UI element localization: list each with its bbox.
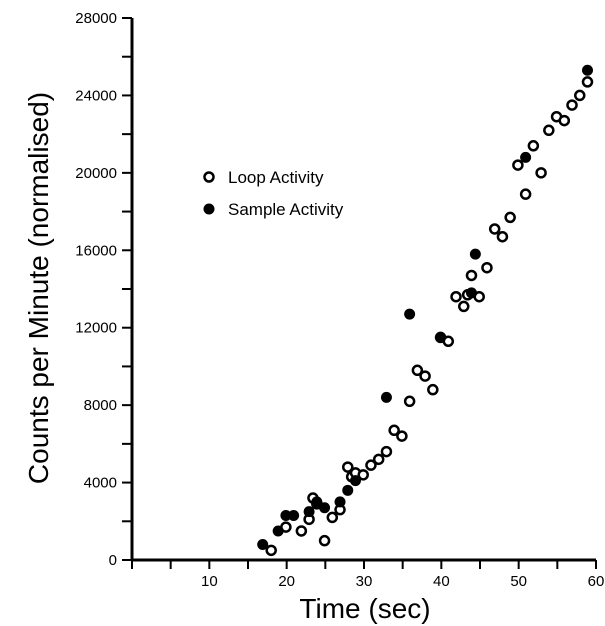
x-axis-title: Time (sec) bbox=[299, 593, 430, 624]
loop-activity-point bbox=[295, 525, 308, 537]
sample-activity-point bbox=[404, 308, 416, 320]
legend-filled-circle-icon bbox=[203, 203, 215, 215]
sample-activity-point bbox=[272, 525, 284, 537]
sample-activity-point bbox=[288, 509, 300, 521]
sample-activity-point bbox=[334, 496, 346, 508]
loop-activity-point bbox=[380, 445, 393, 458]
loop-activity-point bbox=[365, 459, 377, 471]
plot-area: 0 4000 8000 12000 16000 20000 24000 28000 10 20 3… bbox=[75, 10, 604, 590]
y-tick-label: 12000 bbox=[75, 320, 117, 337]
y-axis-ticks: 0 4000 8000 12000 16000 20000 24000 28000 bbox=[75, 10, 132, 569]
y-tick-label: 20000 bbox=[75, 165, 117, 182]
legend-label-sample-activity: Sample Activity bbox=[228, 200, 344, 219]
y-axis-title: Counts per Minute (normalised) bbox=[23, 92, 54, 484]
sample-activity-point bbox=[380, 391, 392, 403]
sample-activity-point bbox=[520, 151, 532, 163]
loop-activity-point bbox=[566, 99, 578, 111]
legend: Loop Activity Sample Activity bbox=[203, 168, 344, 219]
loop-activity-point bbox=[357, 469, 369, 481]
loop-activity-point bbox=[481, 261, 493, 274]
data-points bbox=[257, 64, 594, 557]
loop-activity-point bbox=[450, 290, 462, 303]
y-tick-label: 4000 bbox=[84, 475, 117, 492]
loop-activity-point bbox=[372, 453, 385, 466]
sample-activity-point bbox=[349, 475, 361, 487]
loop-activity-point bbox=[504, 211, 516, 224]
x-tick-label: 50 bbox=[510, 573, 527, 590]
loop-activity-point bbox=[427, 383, 439, 396]
x-tick-label: 20 bbox=[278, 573, 295, 590]
sample-activity-point bbox=[303, 506, 315, 518]
loop-activity-point bbox=[519, 188, 532, 200]
loop-activity-point bbox=[558, 114, 571, 127]
loop-activity-point bbox=[342, 461, 354, 473]
sample-activity-point bbox=[435, 331, 447, 343]
loop-activity-point bbox=[411, 364, 424, 377]
loop-activity-point bbox=[512, 159, 524, 171]
y-tick-label: 24000 bbox=[75, 87, 117, 104]
sample-activity-point bbox=[581, 64, 593, 76]
x-axis-ticks: 10 20 30 40 50 60 bbox=[131, 560, 605, 590]
loop-activity-point bbox=[527, 140, 540, 152]
x-tick-label: 60 bbox=[588, 573, 605, 590]
sample-activity-point bbox=[311, 496, 323, 508]
legend-open-circle-icon bbox=[203, 171, 215, 183]
y-tick-label: 16000 bbox=[75, 242, 117, 259]
x-tick-label: 40 bbox=[433, 573, 450, 590]
loop-activity-point bbox=[496, 230, 509, 243]
loop-activity-point bbox=[388, 424, 400, 437]
y-tick-label: 0 bbox=[109, 552, 117, 569]
loop-activity-point bbox=[265, 544, 277, 557]
legend-label-loop-activity: Loop Activity bbox=[228, 168, 324, 187]
loop-activity-point bbox=[574, 89, 586, 102]
loop-activity-point bbox=[396, 430, 408, 442]
x-tick-label: 30 bbox=[356, 573, 373, 590]
loop-activity-point bbox=[419, 370, 431, 382]
loop-activity-point bbox=[535, 167, 547, 179]
loop-activity-point bbox=[403, 395, 416, 408]
sample-activity-point bbox=[319, 502, 331, 514]
sample-activity-point bbox=[465, 287, 477, 299]
loop-activity-point bbox=[488, 223, 501, 235]
y-tick-label: 28000 bbox=[75, 10, 117, 27]
loop-activity-point bbox=[318, 534, 331, 547]
sample-activity-point bbox=[280, 509, 292, 521]
loop-activity-point bbox=[465, 269, 478, 282]
loop-activity-point bbox=[458, 300, 470, 313]
loop-activity-point bbox=[326, 511, 339, 524]
x-tick-label: 10 bbox=[201, 573, 218, 590]
loop-activity-point bbox=[543, 124, 555, 137]
loop-activity-point bbox=[581, 76, 594, 88]
sample-activity-point bbox=[469, 248, 481, 260]
y-tick-label: 8000 bbox=[84, 397, 117, 414]
sample-activity-point bbox=[342, 484, 354, 496]
sample-activity-point bbox=[257, 539, 269, 551]
